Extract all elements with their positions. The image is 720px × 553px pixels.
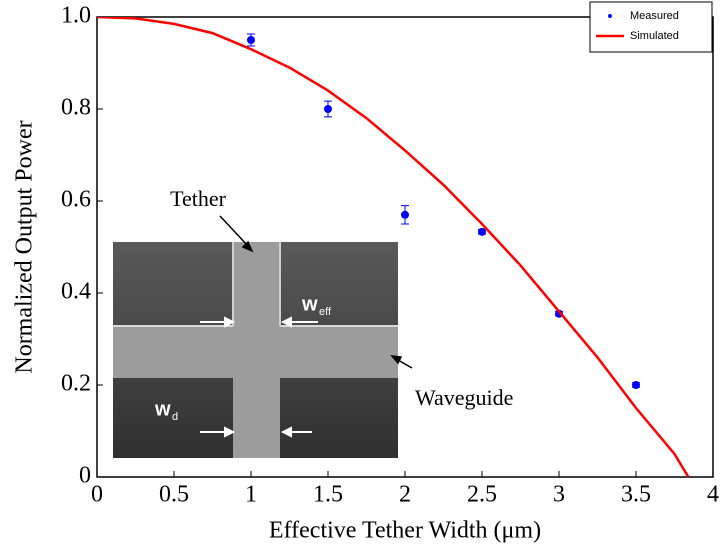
x-tick-label: 1 [245,482,257,508]
point [247,36,255,44]
legend-swatch [608,14,612,18]
y-tick-label: 0.2 [61,371,91,397]
inset-image: w eff w d [113,242,398,458]
point [478,228,486,236]
y-tick-label: 0.4 [61,279,91,305]
page: {"chart_data": {"type": "scatter", "xlab… [0,0,720,553]
x-tick-label: 3 [553,482,565,508]
annotation: Waveguide [415,385,513,410]
x-tick-label: 1.5 [313,482,343,508]
point [324,105,332,113]
x-tick-label: 3.5 [621,482,651,508]
annotation: w [154,398,171,420]
annotation: eff [319,306,332,318]
x-tick-label: 0.5 [159,482,189,508]
point [401,211,409,219]
x-tick-label: 2 [399,482,411,508]
annotation: w [301,293,318,315]
y-tick-label: 1.0 [61,3,91,29]
y-tick-label: 0.8 [61,95,91,121]
y-tick-label: 0 [79,463,91,489]
x-tick-label: 4 [707,482,719,508]
x-axis-label: Effective Tether Width (μm) [269,518,541,544]
point [632,381,640,389]
x-tick-label: 2.5 [467,482,497,508]
legend-label: Simulated [630,30,679,42]
tether-shape [233,242,280,458]
chart: 0 0.5 1 1.5 2 2.5 3 3.5 4 0 0.2 0.4 0.6 0.8 1.0 Measure… [0,0,720,553]
legend-label: Measured [630,10,679,22]
y-tick-label: 0.6 [61,187,91,213]
annotation: d [172,411,178,423]
x-tick-label: 0 [91,482,103,508]
y-axis-label: Normalized Output Power [12,120,38,373]
annotation: Tether [170,186,227,211]
